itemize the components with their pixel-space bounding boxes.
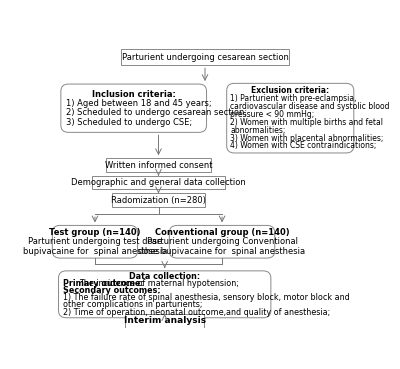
Text: Primary outcome:: Primary outcome: xyxy=(63,279,144,288)
Text: Inclusion criteria:: Inclusion criteria: xyxy=(92,90,176,99)
Text: 1) Aged between 18 and 45 years;: 1) Aged between 18 and 45 years; xyxy=(66,99,211,108)
Text: Written informed consent: Written informed consent xyxy=(105,161,212,169)
Text: bupivacaine for  spinal anesthesia: bupivacaine for spinal anesthesia xyxy=(23,246,167,256)
Text: Parturient undergoing test dose: Parturient undergoing test dose xyxy=(28,237,162,246)
Text: dose bupivacaine for  spinal anesthesia: dose bupivacaine for spinal anesthesia xyxy=(138,246,306,256)
FancyBboxPatch shape xyxy=(58,271,271,318)
FancyBboxPatch shape xyxy=(125,314,204,328)
Text: cardiovascular disease and systolic blood: cardiovascular disease and systolic bloo… xyxy=(230,102,390,111)
FancyBboxPatch shape xyxy=(121,49,289,65)
Text: Exclusion criteria:: Exclusion criteria: xyxy=(251,86,329,95)
Text: Secondary outcomes:: Secondary outcomes: xyxy=(63,286,161,295)
FancyBboxPatch shape xyxy=(61,84,206,132)
FancyBboxPatch shape xyxy=(52,225,138,258)
FancyBboxPatch shape xyxy=(106,158,211,172)
Text: The incidence of maternal hypotension;: The incidence of maternal hypotension; xyxy=(79,279,239,288)
Text: Demographic and general data collection: Demographic and general data collection xyxy=(71,178,246,187)
Text: 2) Women with multiple births and fetal: 2) Women with multiple births and fetal xyxy=(230,118,384,127)
Text: 2) Time of operation, neonatal outcome,and quality of anesthesia;: 2) Time of operation, neonatal outcome,a… xyxy=(63,308,330,317)
FancyBboxPatch shape xyxy=(112,193,205,207)
Text: abnormalities;: abnormalities; xyxy=(230,125,286,135)
Text: Parturient undergoing Conventional: Parturient undergoing Conventional xyxy=(146,237,298,246)
Text: Radomization (n=280): Radomization (n=280) xyxy=(111,196,206,205)
Text: Conventional group (n=140): Conventional group (n=140) xyxy=(155,228,289,237)
Text: other complications in parturients;: other complications in parturients; xyxy=(63,300,203,310)
Text: 3) Women with placental abnormalities;: 3) Women with placental abnormalities; xyxy=(230,134,384,142)
FancyBboxPatch shape xyxy=(92,176,225,189)
Text: 3) Scheduled to undergo CSE;: 3) Scheduled to undergo CSE; xyxy=(66,118,192,127)
Text: 4) Women with CSE contraindications;: 4) Women with CSE contraindications; xyxy=(230,141,377,151)
FancyBboxPatch shape xyxy=(169,225,275,258)
Text: pressure < 90 mmHg;: pressure < 90 mmHg; xyxy=(230,110,315,119)
Text: 1) Parturient with pre-eclampsia,: 1) Parturient with pre-eclampsia, xyxy=(230,94,357,103)
Text: 2) Scheduled to undergo cesarean section;: 2) Scheduled to undergo cesarean section… xyxy=(66,108,247,117)
FancyBboxPatch shape xyxy=(227,83,354,153)
Text: Parturient undergoing cesarean section: Parturient undergoing cesarean section xyxy=(122,52,288,62)
Text: Interim analysis: Interim analysis xyxy=(124,316,206,325)
Text: Data collection:: Data collection: xyxy=(129,272,200,281)
Text: 1) The failure rate of spinal anesthesia, sensory block, motor block and: 1) The failure rate of spinal anesthesia… xyxy=(63,293,350,302)
Text: Test group (n=140): Test group (n=140) xyxy=(49,228,141,237)
